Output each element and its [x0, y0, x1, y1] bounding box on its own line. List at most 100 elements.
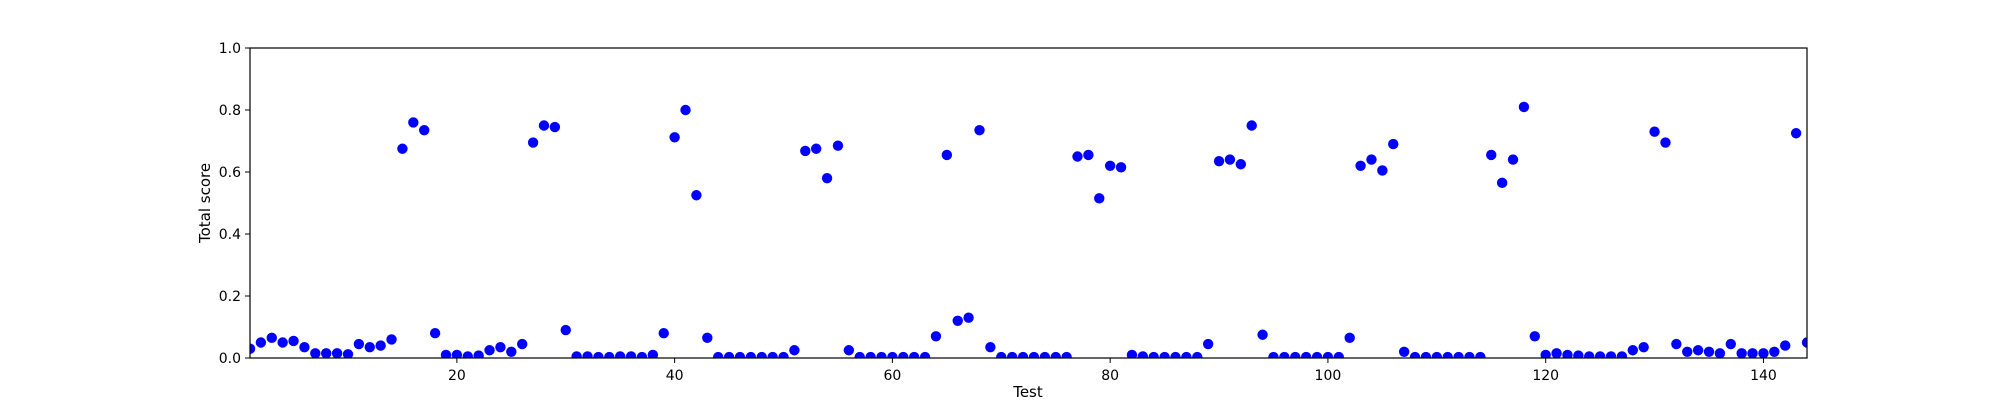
data-point [1758, 348, 1769, 358]
data-point [527, 137, 539, 148]
data-point [1801, 337, 1807, 348]
data-point [1028, 351, 1040, 358]
data-point [843, 345, 855, 356]
data-point [571, 351, 582, 358]
data-point [1660, 137, 1671, 148]
data-point [930, 331, 942, 342]
data-point [1094, 193, 1105, 204]
data-point [277, 337, 288, 348]
data-point [1769, 346, 1780, 357]
y-tick-label: 0.4 [219, 227, 241, 243]
data-point [1714, 348, 1726, 358]
data-point [854, 351, 865, 358]
data-point [1616, 351, 1628, 358]
data-point [1703, 346, 1715, 357]
data-point [745, 351, 757, 358]
data-point [1344, 332, 1355, 344]
data-point [1377, 165, 1388, 176]
data-point [408, 117, 419, 128]
data-point [1747, 348, 1758, 358]
data-point [1388, 138, 1399, 150]
data-point [593, 351, 604, 358]
data-point [1584, 351, 1595, 358]
data-point [800, 145, 811, 157]
data-point [1290, 351, 1301, 358]
data-point [723, 351, 735, 358]
data-point [1540, 349, 1551, 358]
data-point [832, 140, 844, 151]
y-tick-label: 0.0 [219, 351, 241, 367]
ticks-layer: 20 40 60 80 100 120 140 0.0 0.2 0.4 0.6 0.8 1.0 [219, 41, 1777, 384]
data-point [1464, 351, 1475, 358]
data-point [419, 124, 430, 136]
data-point [669, 132, 680, 143]
data-point [310, 348, 321, 358]
y-tick-label: 0.6 [219, 165, 241, 181]
data-point [702, 332, 713, 344]
data-point [1224, 154, 1236, 165]
x-tick-label: 60 [883, 368, 901, 384]
data-point [604, 351, 615, 358]
data-point [288, 335, 299, 347]
data-point [1780, 340, 1791, 351]
data-point [506, 346, 517, 357]
data-point [1496, 177, 1508, 189]
data-point [1213, 155, 1225, 167]
data-point [1115, 162, 1127, 173]
data-point [1300, 351, 1312, 358]
y-tick-label: 0.2 [219, 289, 241, 305]
data-point [712, 351, 724, 358]
data-point [1181, 351, 1192, 358]
data-point [1692, 345, 1704, 356]
x-axis-label: Test [1012, 383, 1043, 400]
data-point [1398, 346, 1410, 357]
data-point [321, 348, 332, 358]
data-point [974, 124, 985, 136]
data-point [821, 173, 833, 184]
data-point [1594, 351, 1606, 358]
data-point [1039, 351, 1051, 358]
data-point [985, 341, 996, 353]
data-point [549, 121, 561, 133]
data-point [865, 351, 876, 358]
data-point [1333, 351, 1345, 358]
data-point [952, 315, 963, 326]
data-point [331, 348, 343, 358]
data-point [898, 351, 909, 358]
data-point [1083, 149, 1094, 161]
data-point [1104, 160, 1116, 171]
data-point [1050, 351, 1061, 358]
data-point [1551, 348, 1562, 358]
data-point [1529, 331, 1540, 342]
data-point [1682, 346, 1693, 357]
data-point [680, 104, 691, 116]
data-point [1246, 120, 1257, 131]
data-point [1322, 351, 1334, 358]
data-point [517, 338, 528, 350]
x-tick-label: 40 [666, 368, 684, 384]
data-point [1355, 160, 1366, 171]
data-point [440, 349, 452, 358]
y-tick-label: 1.0 [219, 41, 241, 57]
data-point [789, 345, 800, 356]
data-point [1268, 351, 1279, 358]
x-tick-label: 20 [448, 368, 466, 384]
data-point [1638, 341, 1649, 353]
data-point [887, 351, 898, 358]
data-point [1562, 349, 1573, 358]
data-point [1453, 351, 1464, 358]
data-point [1671, 338, 1682, 350]
data-point [538, 120, 550, 131]
data-point [658, 328, 669, 339]
data-point [1605, 351, 1617, 358]
data-point [996, 351, 1007, 358]
data-point [963, 312, 974, 323]
data-point [1725, 338, 1736, 350]
data-point [1442, 351, 1453, 358]
data-point [1790, 128, 1802, 139]
data-point [734, 351, 746, 358]
data-point [462, 351, 473, 358]
data-point [614, 351, 626, 358]
data-point [919, 351, 931, 358]
x-tick-label: 120 [1532, 368, 1559, 384]
